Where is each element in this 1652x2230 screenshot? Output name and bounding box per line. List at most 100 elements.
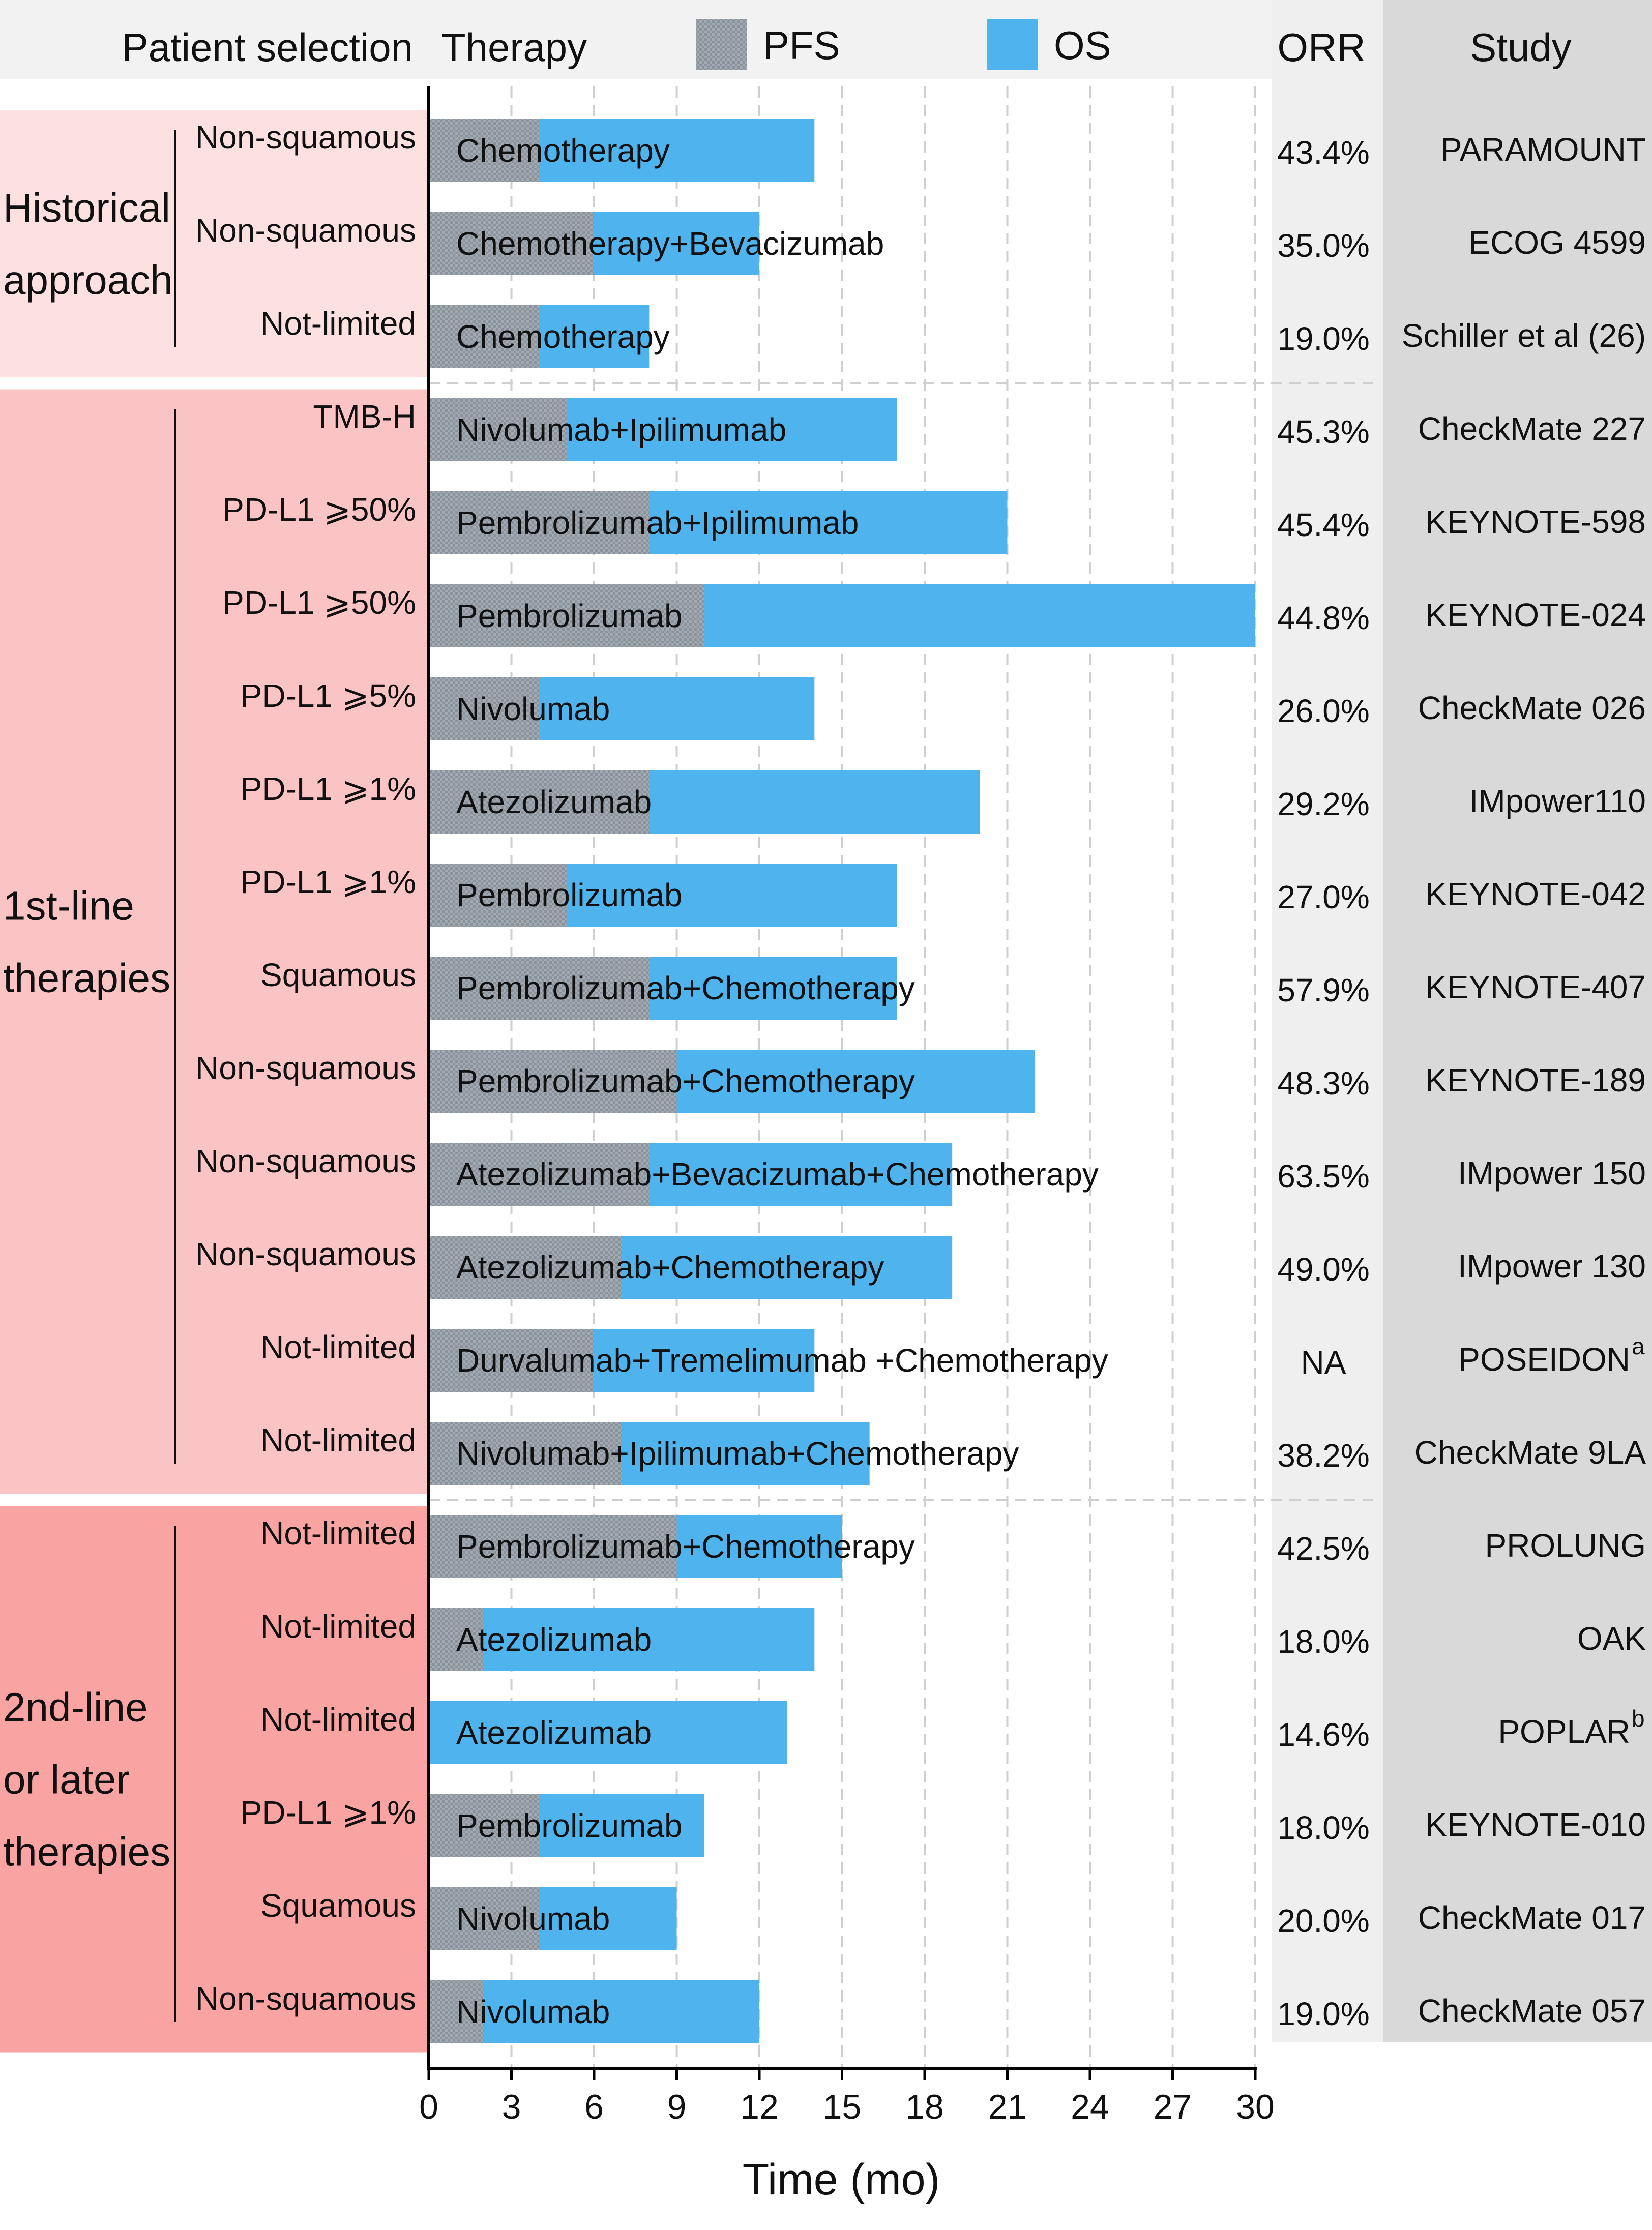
study-label-2: Schiller et al (26) (1402, 317, 1646, 354)
header-therapy: Therapy (441, 25, 587, 70)
legend-pfs-label: PFS (763, 23, 840, 68)
therapy-label-12: Atezolizumab+Chemotherapy (456, 1249, 884, 1286)
pfs-bar-4 (429, 491, 650, 554)
x-tick-label-15: 15 (823, 2088, 862, 2126)
group-band-0 (0, 110, 429, 377)
os-bar-17 (429, 1701, 787, 1764)
study-label-0: PARAMOUNT (1440, 131, 1646, 168)
x-tick-label-0: 0 (419, 2088, 438, 2126)
orr-value-6: 26.0% (1277, 693, 1369, 729)
group-band-2 (0, 1506, 429, 2053)
selection-label-12: Non-squamous (195, 1236, 416, 1272)
selection-label-18: PD-L1 ⩾1% (241, 1794, 416, 1831)
axis-layer: 0 3 6 9 12 15 18 21 24 27 30 (419, 86, 1275, 2126)
therapy-label-6: Nivolumab (456, 691, 610, 727)
os-bar-16 (429, 1608, 815, 1671)
selection-label-0: Non-squamous (195, 119, 416, 156)
selection-label-6: PD-L1 ⩾5% (241, 677, 416, 714)
study-label-20: CheckMate 057 (1418, 1993, 1646, 2029)
pfs-bar-5 (429, 584, 704, 647)
selection-label-20: Non-squamous (195, 1980, 416, 2017)
study-label-14: CheckMate 9LA (1414, 1434, 1646, 1471)
therapy-label-0: Chemotherapy (456, 132, 670, 169)
orr-value-20: 19.0% (1277, 1996, 1369, 2032)
therapy-label-3: Nivolumab+Ipilimumab (456, 411, 786, 448)
selection-label-4: PD-L1 ⩾50% (222, 491, 416, 528)
study-label-8: KEYNOTE-042 (1425, 876, 1646, 912)
selection-label-14: Not-limited (260, 1422, 416, 1459)
group-layer: Historical approach 1st-line therapies 2nd-l… (0, 110, 429, 2053)
therapy-label-7: Atezolizumab (456, 784, 652, 820)
group-label-1-0: 1st-line (3, 883, 134, 929)
therapy-label-20: Nivolumab (456, 1994, 610, 2030)
header-patient-selection: Patient selection (122, 25, 413, 70)
study-label-3: CheckMate 227 (1418, 410, 1646, 447)
orr-value-8: 27.0% (1277, 879, 1369, 915)
study-label-5: KEYNOTE-024 (1425, 597, 1646, 633)
orr-value-5: 44.8% (1277, 600, 1369, 636)
header-study: Study (1470, 25, 1571, 70)
therapy-label-11: Atezolizumab+Bevacizumab+Chemotherapy (456, 1156, 1099, 1193)
orr-value-19: 20.0% (1277, 1902, 1369, 1939)
therapy-label-4: Pembrolizumab+Ipilimumab (456, 504, 859, 541)
orr-value-14: 38.2% (1277, 1437, 1369, 1474)
selection-label-17: Not-limited (260, 1701, 416, 1738)
bar-layer (429, 119, 1255, 2043)
x-tick-label-21: 21 (988, 2088, 1027, 2126)
therapy-label-18: Pembrolizumab (456, 1807, 683, 1844)
pfs-bar-9 (429, 957, 650, 1020)
x-axis-label: Time (mo) (743, 2155, 940, 2204)
pfs-bar-6 (429, 677, 539, 740)
selection-label-19: Squamous (260, 1887, 416, 1924)
selection-label-11: Non-squamous (195, 1143, 416, 1179)
study-label-10: KEYNOTE-189 (1425, 1062, 1646, 1098)
pfs-bar-11 (429, 1143, 650, 1206)
selection-label-3: TMB-H (313, 398, 416, 435)
pfs-bar-8 (429, 864, 567, 927)
orr-value-9: 57.9% (1277, 972, 1369, 1008)
orr-value-18: 18.0% (1277, 1809, 1369, 1846)
header-orr: ORR (1277, 25, 1365, 70)
group-band-1 (0, 389, 429, 1494)
therapy-label-16: Atezolizumab (456, 1621, 652, 1658)
pfs-bar-14 (429, 1422, 622, 1485)
orr-value-12: 49.0% (1277, 1251, 1369, 1288)
orr-value-7: 29.2% (1277, 786, 1369, 822)
therapy-label-9: Pembrolizumab+Chemotherapy (456, 970, 915, 1006)
therapy-label-2: Chemotherapy (456, 318, 670, 355)
pfs-bar-2 (429, 305, 539, 368)
label-layer: Chemotherapy Non-squamous 43.4% PARAMOUNT Ch… (195, 119, 1646, 2032)
study-label-12: IMpower 130 (1458, 1248, 1646, 1285)
therapy-label-8: Pembrolizumab (456, 877, 683, 913)
group-label-2-2: therapies (3, 1829, 170, 1875)
group-label-0-1: approach (3, 257, 173, 303)
therapy-label-17: Atezolizumab (456, 1714, 652, 1751)
study-label-17: POPLAR (1498, 1713, 1630, 1750)
selection-label-2: Not-limited (260, 305, 416, 342)
orr-column-bg (1272, 0, 1383, 2042)
pfs-bar-15 (429, 1515, 677, 1578)
study-label-11: IMpower 150 (1458, 1155, 1646, 1192)
study-label-19: CheckMate 017 (1418, 1899, 1646, 1936)
therapy-label-14: Nivolumab+Ipilimumab+Chemotherapy (456, 1435, 1019, 1472)
selection-label-10: Non-squamous (195, 1050, 416, 1086)
therapy-label-13: Durvalumab+Tremelimumab +Chemotherapy (456, 1342, 1108, 1379)
therapy-label-5: Pembrolizumab (456, 598, 683, 634)
selection-label-8: PD-L1 ⩾1% (241, 864, 416, 900)
pfs-bar-7 (429, 770, 650, 834)
selection-label-9: Squamous (260, 957, 416, 993)
group-label-0-0: Historical (3, 185, 170, 230)
orr-value-2: 19.0% (1277, 320, 1369, 357)
study-label-9: KEYNOTE-407 (1425, 969, 1646, 1005)
study-label-13: POSEIDON (1458, 1341, 1630, 1378)
study-superscript-13: a (1632, 1333, 1645, 1359)
orr-value-13: NA (1301, 1344, 1346, 1381)
legend-os-swatch (987, 19, 1038, 70)
legend-pfs-swatch (696, 19, 747, 70)
selection-label-7: PD-L1 ⩾1% (241, 770, 416, 807)
study-column-bg (1383, 0, 1652, 2042)
pfs-bar-3 (429, 398, 567, 461)
x-tick-label-27: 27 (1154, 2088, 1192, 2126)
selection-label-1: Non-squamous (195, 212, 416, 249)
